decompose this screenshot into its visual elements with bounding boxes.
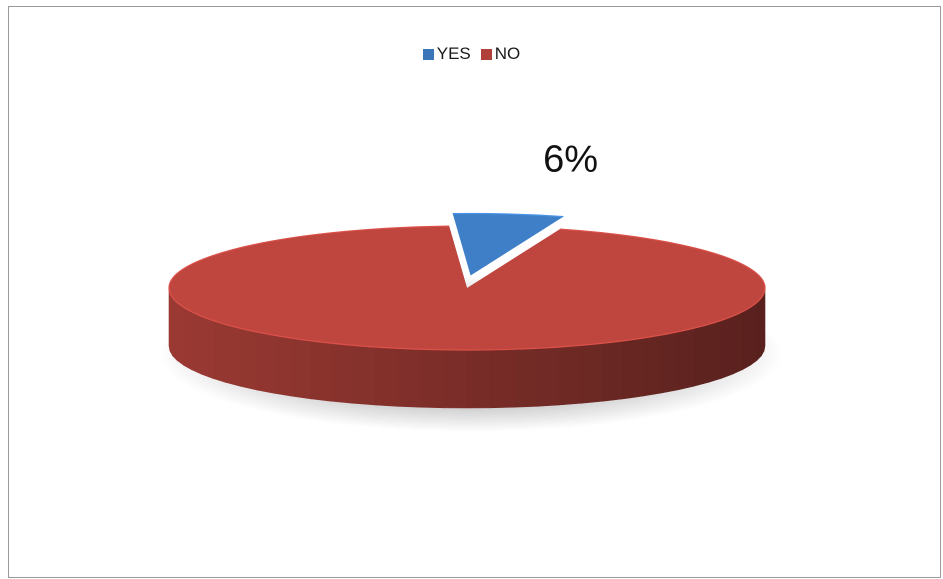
legend-swatch-yes [422,48,434,60]
legend-label-yes: YES [436,44,471,63]
legend: YES NO [0,44,943,64]
legend-swatch-no [480,48,492,60]
data-label-yes: 6% [543,139,598,181]
legend-item-no: NO [480,44,521,64]
pie-slice-no [168,225,766,409]
legend-item-yes: YES [422,44,471,64]
pie-slice-yes [452,212,564,276]
legend-label-no: NO [494,44,521,63]
